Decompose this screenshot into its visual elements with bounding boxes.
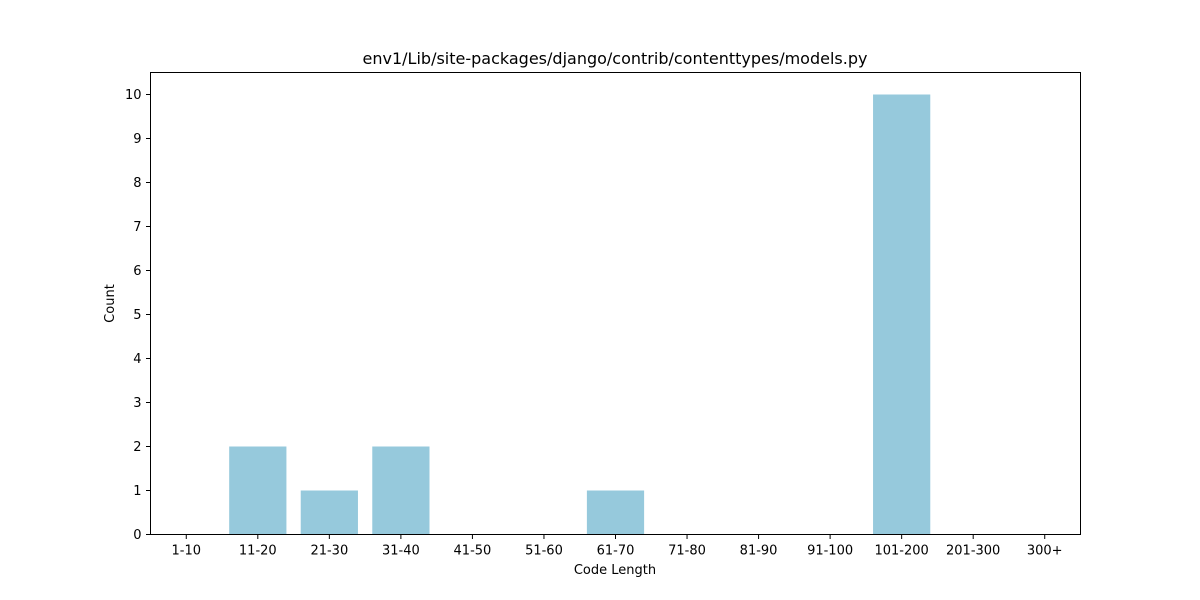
bar-101-200 <box>873 95 930 535</box>
bars-group <box>229 95 930 535</box>
bar-11-20 <box>229 447 286 535</box>
x-tick-label: 71-80 <box>668 544 706 559</box>
y-tick-label: 7 <box>133 220 141 235</box>
x-tick-label: 91-100 <box>807 544 853 559</box>
y-tick-label: 4 <box>133 352 141 367</box>
chart-title: env1/Lib/site-packages/django/contrib/co… <box>363 49 868 68</box>
y-tick-label: 8 <box>133 176 141 191</box>
bar-21-30 <box>301 491 358 535</box>
y-tick-label: 6 <box>133 264 141 279</box>
x-tick-label: 201-300 <box>946 544 1000 559</box>
y-tick-label: 9 <box>133 132 141 147</box>
x-axis-label: Code Length <box>574 563 656 578</box>
x-tick-label: 1-10 <box>172 544 202 559</box>
y-axis-ticks: 0 1 2 3 4 5 6 7 8 9 10 <box>125 88 151 543</box>
x-tick-label: 41-50 <box>454 544 492 559</box>
x-tick-label: 61-70 <box>597 544 635 559</box>
y-tick-label: 0 <box>133 528 141 543</box>
x-tick-label: 11-20 <box>239 544 277 559</box>
x-tick-label: 51-60 <box>525 544 563 559</box>
y-tick-label: 2 <box>133 440 141 455</box>
bar-61-70 <box>587 491 644 535</box>
y-tick-label: 5 <box>133 308 141 323</box>
plot-area-frame <box>151 73 1081 535</box>
y-axis-label: Count <box>103 284 118 323</box>
y-tick-label: 3 <box>133 396 141 411</box>
y-tick-label: 1 <box>133 484 141 499</box>
y-tick-label: 10 <box>125 88 142 103</box>
x-axis-ticks: 1-10 11-20 21-30 31-40 41-50 51-60 61-70 71-80 8… <box>172 535 1063 559</box>
bar-31-40 <box>372 447 429 535</box>
x-tick-label: 81-90 <box>740 544 778 559</box>
x-tick-label: 31-40 <box>382 544 420 559</box>
x-tick-label: 21-30 <box>310 544 348 559</box>
x-tick-label: 300+ <box>1027 544 1063 559</box>
x-tick-label: 101-200 <box>874 544 928 559</box>
